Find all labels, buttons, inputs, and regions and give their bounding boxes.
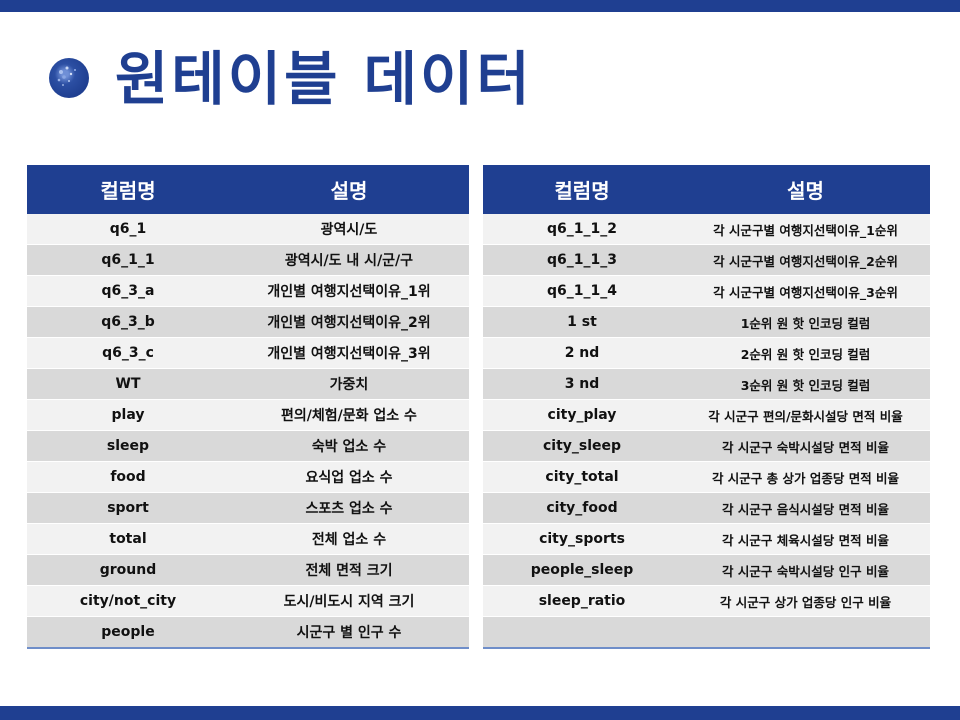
table-row: q6_3_b 개인별 여행지선택이유_2위 [27, 306, 469, 338]
table-row: q6_1_1 광역시/도 내 시/군/구 [27, 244, 469, 276]
description-cell: 전체 면적 크기 [229, 554, 469, 586]
description-cell: 1순위 원 핫 인코딩 컬럼 [681, 306, 930, 338]
column-name-cell: total [27, 523, 229, 555]
top-accent-bar [0, 0, 960, 12]
column-name-cell: q6_1_1_3 [483, 244, 681, 276]
table-row: people 시군구 별 인구 수 [27, 616, 469, 649]
description-cell: 각 시군구 편의/문화시설당 면적 비율 [681, 399, 930, 431]
column-name-cell: people_sleep [483, 554, 681, 586]
column-name-cell: play [27, 399, 229, 431]
description-cell: 시군구 별 인구 수 [229, 616, 469, 649]
page-title: 원테이블 데이터 [115, 45, 533, 113]
description-cell: 도시/비도시 지역 크기 [229, 585, 469, 617]
logo-icon [49, 58, 89, 98]
description-cell: 각 시군구별 여행지선택이유_2순위 [681, 244, 930, 276]
table-row: q6_1_1_4 각 시군구별 여행지선택이유_3순위 [483, 275, 930, 307]
column-name-cell: city_food [483, 492, 681, 524]
description-cell: 숙박 업소 수 [229, 430, 469, 462]
column-table-right: 컬럼명 설명 q6_1_1_2 각 시군구별 여행지선택이유_1순위 q6_1_1_… [483, 165, 930, 649]
description-cell: 각 시군구 숙박시설당 면적 비율 [681, 430, 930, 462]
description-cell: 각 시군구 음식시설당 면적 비율 [681, 492, 930, 524]
table-row: total 전체 업소 수 [27, 523, 469, 555]
table-row: city_sports 각 시군구 체육시설당 면적 비율 [483, 523, 930, 555]
description-header: 설명 [229, 165, 469, 214]
column-name-cell: city_sleep [483, 430, 681, 462]
table-row: 1 st 1순위 원 핫 인코딩 컬럼 [483, 306, 930, 338]
description-cell: 각 시군구별 여행지선택이유_3순위 [681, 275, 930, 307]
description-cell: 가중치 [229, 368, 469, 400]
table-row: city_sleep 각 시군구 숙박시설당 면적 비율 [483, 430, 930, 462]
column-name-cell [483, 616, 681, 649]
column-name-cell: 1 st [483, 306, 681, 338]
column-name-cell: ground [27, 554, 229, 586]
table-row: WT 가중치 [27, 368, 469, 400]
table-row: 2 nd 2순위 원 핫 인코딩 컬럼 [483, 337, 930, 369]
table-row: people_sleep 각 시군구 숙박시설당 인구 비율 [483, 554, 930, 586]
table-row: q6_3_c 개인별 여행지선택이유_3위 [27, 337, 469, 369]
column-name-cell: city_total [483, 461, 681, 493]
description-cell: 각 시군구 체육시설당 면적 비율 [681, 523, 930, 555]
table-row: q6_1 광역시/도 [27, 214, 469, 245]
column-name-cell: 2 nd [483, 337, 681, 369]
column-name-cell: q6_3_c [27, 337, 229, 369]
table-row: q6_1_1_3 각 시군구별 여행지선택이유_2순위 [483, 244, 930, 276]
column-name-cell: q6_1_1_4 [483, 275, 681, 307]
column-name-header: 컬럼명 [483, 165, 681, 214]
table-row: city_food 각 시군구 음식시설당 면적 비율 [483, 492, 930, 524]
description-cell: 2순위 원 핫 인코딩 컬럼 [681, 337, 930, 369]
table-row: sleep 숙박 업소 수 [27, 430, 469, 462]
column-name-cell: WT [27, 368, 229, 400]
table-row: city/not_city 도시/비도시 지역 크기 [27, 585, 469, 617]
column-name-cell: 3 nd [483, 368, 681, 400]
description-cell: 각 시군구 총 상가 업종당 면적 비율 [681, 461, 930, 493]
column-name-header: 컬럼명 [27, 165, 229, 214]
table-row: 3 nd 3순위 원 핫 인코딩 컬럼 [483, 368, 930, 400]
column-name-cell: city/not_city [27, 585, 229, 617]
description-cell: 광역시/도 내 시/군/구 [229, 244, 469, 276]
description-header: 설명 [681, 165, 930, 214]
column-name-cell: sleep [27, 430, 229, 462]
table-row: q6_1_1_2 각 시군구별 여행지선택이유_1순위 [483, 214, 930, 245]
bottom-accent-bar [0, 706, 960, 720]
table-row: city_total 각 시군구 총 상가 업종당 면적 비율 [483, 461, 930, 493]
table-row: city_play 각 시군구 편의/문화시설당 면적 비율 [483, 399, 930, 431]
column-name-cell: q6_1_1_2 [483, 214, 681, 245]
column-name-cell: q6_1_1 [27, 244, 229, 276]
description-cell: 요식업 업소 수 [229, 461, 469, 493]
table-row: ground 전체 면적 크기 [27, 554, 469, 586]
column-table-left: 컬럼명 설명 q6_1 광역시/도 q6_1_1 광역시/도 내 시/군/구 q6_3_… [27, 165, 469, 649]
table-row: q6_3_a 개인별 여행지선택이유_1위 [27, 275, 469, 307]
column-name-cell: food [27, 461, 229, 493]
column-name-cell: sleep_ratio [483, 585, 681, 617]
description-cell: 각 시군구별 여행지선택이유_1순위 [681, 214, 930, 245]
description-cell: 스포츠 업소 수 [229, 492, 469, 524]
table-row: play 편의/체험/문화 업소 수 [27, 399, 469, 431]
column-name-cell: sport [27, 492, 229, 524]
description-cell: 편의/체험/문화 업소 수 [229, 399, 469, 431]
description-cell: 각 시군구 상가 업종당 인구 비율 [681, 585, 930, 617]
column-name-cell: city_sports [483, 523, 681, 555]
column-name-cell: q6_1 [27, 214, 229, 245]
description-cell: 3순위 원 핫 인코딩 컬럼 [681, 368, 930, 400]
table-row [483, 616, 930, 649]
description-cell: 개인별 여행지선택이유_1위 [229, 275, 469, 307]
description-cell: 개인별 여행지선택이유_2위 [229, 306, 469, 338]
column-name-cell: city_play [483, 399, 681, 431]
column-name-cell: q6_3_b [27, 306, 229, 338]
table-row: food 요식업 업소 수 [27, 461, 469, 493]
table-row: sport 스포츠 업소 수 [27, 492, 469, 524]
column-name-cell: q6_3_a [27, 275, 229, 307]
table-header-row: 컬럼명 설명 [27, 165, 469, 214]
description-cell: 전체 업소 수 [229, 523, 469, 555]
table-row: sleep_ratio 각 시군구 상가 업종당 인구 비율 [483, 585, 930, 617]
table-header-row: 컬럼명 설명 [483, 165, 930, 214]
description-cell: 광역시/도 [229, 214, 469, 245]
column-name-cell: people [27, 616, 229, 649]
description-cell: 개인별 여행지선택이유_3위 [229, 337, 469, 369]
description-cell: 각 시군구 숙박시설당 인구 비율 [681, 554, 930, 586]
description-cell [681, 616, 930, 649]
